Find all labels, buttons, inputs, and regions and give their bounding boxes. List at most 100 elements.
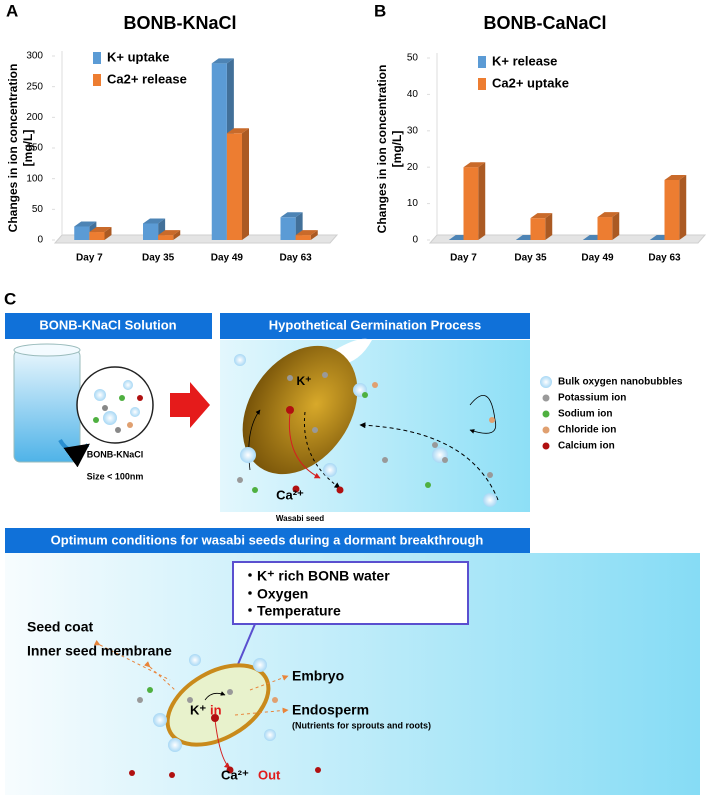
seed-diagram [93,623,321,778]
legend-swatch [93,74,101,86]
bar-front [597,217,613,240]
bar-front [530,218,546,240]
bar-top [226,128,249,134]
x-tick-label: Day 63 [280,253,313,264]
y-tick-label: 200 [26,112,43,123]
bar-front [226,133,242,240]
solution-header: BONB-KNaCl Solution [39,317,176,332]
solution-size: Size < 100nm [87,471,144,481]
solution-name: BONB-KNaCl [87,449,144,459]
legend-label: K+ release [492,53,557,68]
bar-front [74,226,90,240]
bar-top [89,227,112,233]
x-tick-label: Day 7 [450,253,477,264]
bar-side [310,230,318,240]
bar [226,128,249,240]
ion-label: Ca²⁺ [276,487,304,502]
seed-label: Wasabi seed [276,514,324,523]
bar [295,230,318,240]
ion-label: in [210,702,222,717]
y-tick-label: 300 [26,51,43,62]
bar-side [679,174,687,240]
bar-front [143,223,159,240]
bar-front [280,217,296,240]
bar-top [597,212,620,218]
bar-front [295,235,311,240]
y-tick-label: 150 [26,143,43,154]
bar [597,212,620,240]
bar-top [295,230,318,236]
y-tick-label: 40 [407,89,419,100]
bar-front [211,63,227,240]
legend-label: Chloride ion [558,425,616,436]
process-header: Hypothetical Germination Process [269,317,481,332]
floor [428,234,707,244]
panel-label: B [374,1,386,20]
bar-front [664,179,680,240]
legend-label: Sodium ion [558,409,612,420]
bottle [13,343,154,468]
x-tick-label: Day 35 [514,253,547,264]
callout-box [232,561,469,625]
y-tick-label: 50 [407,53,419,64]
part-label: Inner seed membrane [27,643,172,659]
bar-side [104,227,112,240]
bar-top [664,174,687,180]
y-tick-label: 100 [26,173,43,184]
chart: B BONB-CaNaCl Changes in ion concentration… [374,1,707,264]
bar-top [74,221,97,227]
legend-swatch [478,56,486,68]
legend-swatch [93,52,101,64]
y-axis-label: [mg/L] [21,130,35,167]
bar-top [143,218,166,224]
bar-side [478,162,486,240]
y-tick-label: 250 [26,81,43,92]
legend-label: Potassium ion [558,393,626,404]
legend [540,376,552,450]
bar-side [612,212,620,240]
chart-title: BONB-KNaCl [123,13,236,33]
y-tick-label: 50 [32,204,44,215]
y-tick-label: 30 [407,125,419,136]
x-tick-label: Day 7 [76,253,103,264]
x-tick-label: Day 63 [648,253,681,264]
bar-front [158,235,174,240]
arrow [170,382,210,428]
y-axis-label: Changes in ion concentration [6,64,20,233]
bar-top [158,230,181,236]
seed-illustration [234,338,499,507]
bar-front [89,232,105,240]
header-box [5,528,530,553]
legend-label: Calcium ion [558,441,615,452]
header-box [220,313,530,339]
condition-item: ・K⁺ rich BONB water [243,568,390,584]
bar [89,227,112,240]
legend-label: Bulk oxygen nanobubbles [558,377,683,388]
bar-side [545,213,553,240]
y-tick-label: 10 [407,198,419,209]
bar [463,162,486,240]
y-tick-label: 20 [407,162,419,173]
y-tick-label: 0 [37,235,43,246]
bar-side [173,230,181,240]
panel-label: C [4,289,16,308]
part-label: Endosperm [292,702,369,718]
y-tick-label: 0 [412,235,418,246]
bar-side [242,128,249,240]
part-label: Embryo [292,668,344,684]
conditions-header: Optimum conditions for wasabi seeds duri… [51,532,484,547]
part-note: (Nutrients for sprouts and roots) [292,720,431,730]
legend-label: Ca2+ uptake [492,75,569,90]
condition-item: ・Temperature [243,603,341,619]
ion-label: Ca²⁺ [221,767,249,782]
header-box [5,313,212,339]
x-tick-label: Day 35 [142,253,175,264]
ion-label: K⁺ [297,374,312,388]
y-axis-label: [mg/L] [390,131,404,168]
bar-top [530,213,553,219]
x-tick-label: Day 49 [581,253,614,264]
chart-title: BONB-CaNaCl [483,13,606,33]
bar [158,230,181,240]
